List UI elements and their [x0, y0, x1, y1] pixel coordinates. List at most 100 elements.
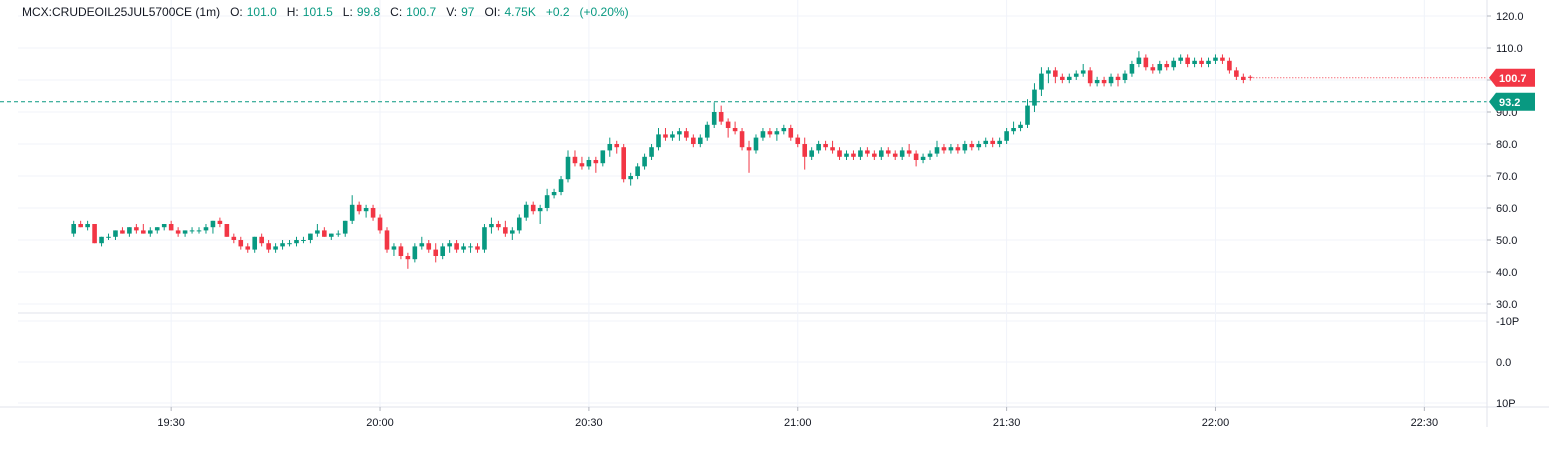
candle-body	[858, 150, 863, 157]
candle-body	[704, 124, 710, 138]
price-tick-label: 40.0	[1496, 267, 1517, 279]
candle	[468, 243, 473, 253]
candle-body	[593, 160, 599, 164]
candle-body	[990, 140, 995, 144]
candle	[1234, 67, 1239, 80]
last-price-badge-bg	[1489, 68, 1535, 87]
candle-body	[426, 243, 432, 250]
candle-body	[830, 147, 835, 151]
candle-body	[969, 144, 975, 148]
candle	[530, 201, 536, 215]
candle-body	[85, 224, 90, 228]
candle	[245, 243, 251, 253]
candle	[1087, 67, 1093, 87]
candle	[405, 252, 411, 269]
candle-body	[1018, 124, 1023, 128]
candle	[593, 156, 599, 173]
candle	[1046, 67, 1051, 84]
candle-body	[99, 236, 104, 244]
candle-body	[127, 227, 132, 234]
candle-body	[1108, 76, 1114, 84]
candle-body	[760, 131, 766, 138]
candle-body	[1101, 80, 1107, 84]
candle	[976, 140, 982, 151]
oi-label: OI:	[484, 5, 501, 19]
candle	[1199, 57, 1204, 68]
candle-body	[697, 137, 703, 144]
candle-body	[370, 208, 376, 218]
candle-body	[1032, 89, 1037, 106]
candle-body	[725, 121, 731, 128]
candle	[154, 227, 160, 234]
candle	[280, 240, 285, 250]
candle-body	[468, 246, 473, 248]
candle	[677, 128, 682, 141]
candle-body	[711, 112, 717, 125]
candle	[1032, 83, 1037, 112]
candle-body	[976, 144, 982, 148]
candle-body	[349, 204, 355, 221]
close-value: 100.7	[406, 5, 437, 19]
candle	[217, 217, 223, 228]
candle-body	[663, 134, 668, 138]
candle	[865, 147, 870, 157]
candle-body	[1087, 70, 1093, 84]
open-value: 101.0	[246, 5, 277, 19]
candle-body	[1157, 64, 1163, 71]
candle	[899, 147, 905, 160]
candle-body	[168, 224, 174, 231]
candle	[795, 134, 801, 148]
candle	[732, 121, 738, 135]
candle-body	[391, 246, 397, 250]
candle	[475, 243, 480, 253]
candle	[635, 163, 640, 180]
candle-body	[363, 208, 369, 212]
candle	[482, 224, 487, 253]
candle-body	[328, 233, 334, 237]
candle	[342, 220, 348, 237]
candle	[760, 128, 766, 141]
candle	[649, 144, 654, 160]
symbol-title[interactable]: MCX:CRUDEOIL25JUL5700CE (1m)	[22, 5, 221, 19]
candle	[210, 220, 216, 234]
price-tick-label: 70.0	[1496, 171, 1517, 183]
close-label: C:	[390, 5, 403, 19]
candle-body	[997, 140, 1002, 144]
candle-body	[941, 147, 947, 151]
candle	[941, 144, 947, 154]
candle-body	[899, 150, 905, 157]
candle	[182, 230, 188, 237]
candle	[1213, 54, 1218, 64]
candle-body	[71, 224, 76, 234]
candle	[837, 147, 842, 160]
horizontal-line-badge-bg	[1489, 92, 1535, 111]
candle-body	[335, 233, 341, 235]
candle	[322, 227, 327, 237]
candle-body	[579, 163, 585, 167]
candle-body	[1129, 64, 1135, 74]
candle	[1115, 73, 1121, 87]
candle-body	[732, 128, 738, 132]
candle	[600, 150, 606, 167]
candle	[670, 131, 675, 141]
candle-body	[217, 220, 223, 224]
candle	[892, 150, 898, 160]
candle-body	[795, 137, 801, 144]
candle-body	[1192, 60, 1197, 64]
candle	[1178, 54, 1183, 64]
candle	[99, 236, 104, 247]
candle-body	[537, 208, 543, 212]
candle	[621, 144, 627, 183]
candle-body	[1094, 80, 1100, 84]
last-price-badge-label: 100.7	[1499, 73, 1527, 85]
candle	[642, 153, 647, 170]
candle	[816, 140, 821, 154]
candle-body	[586, 160, 592, 167]
candle-body	[482, 227, 487, 250]
candle	[1066, 73, 1072, 84]
candle	[398, 243, 404, 260]
candle	[328, 233, 334, 240]
candle-body	[308, 233, 313, 240]
